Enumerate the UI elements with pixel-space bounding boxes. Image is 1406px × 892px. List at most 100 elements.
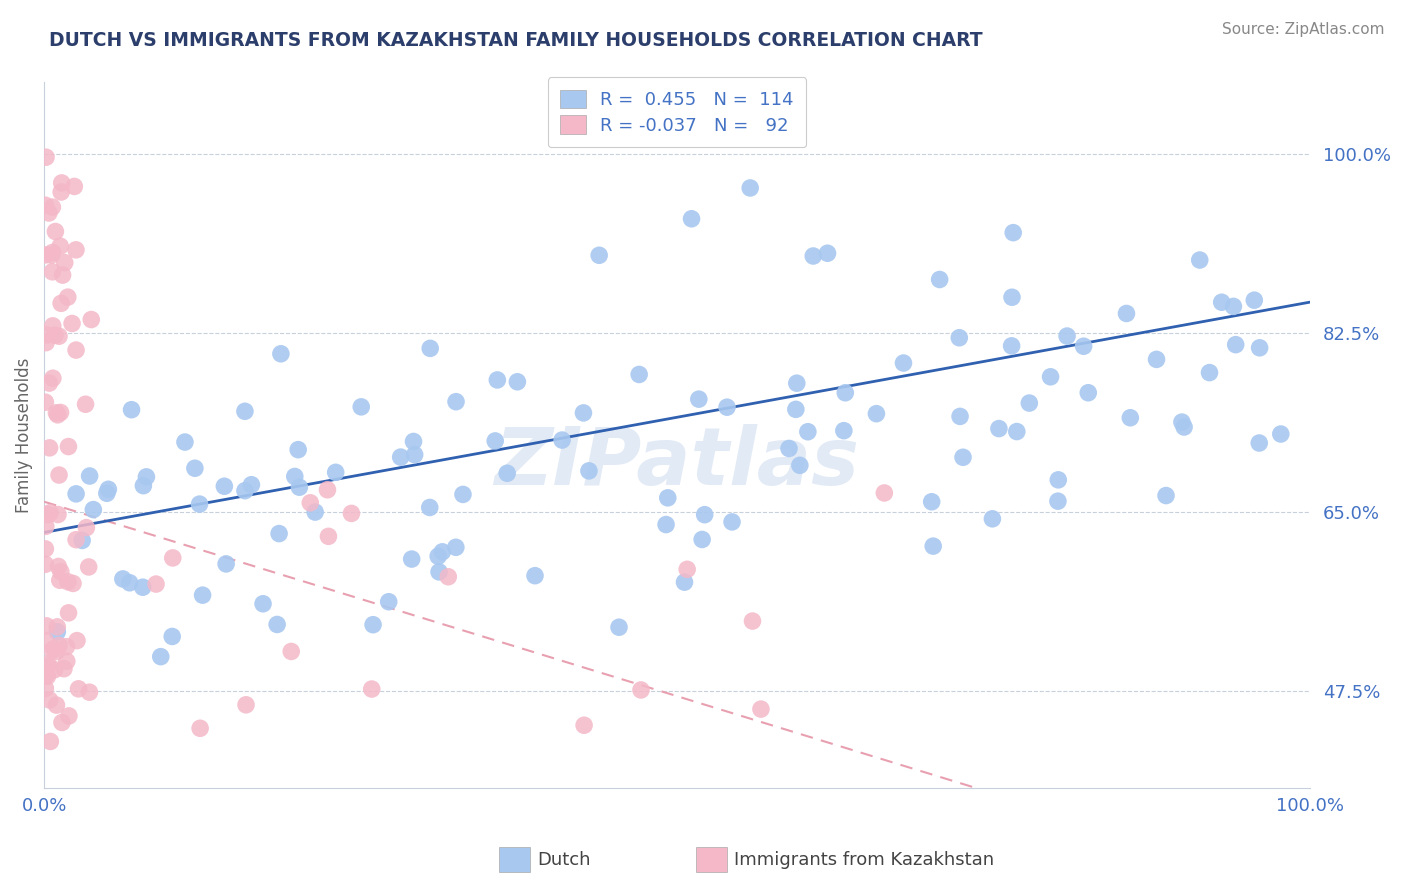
Point bbox=[42, 318, 65, 333]
Point bbox=[37, 669, 59, 683]
Point bbox=[65, 487, 87, 501]
Point bbox=[132, 580, 155, 594]
Point bbox=[75, 521, 97, 535]
Point bbox=[893, 356, 915, 370]
Point bbox=[1249, 436, 1271, 450]
Point bbox=[52, 662, 75, 676]
Point bbox=[1077, 385, 1099, 400]
Point bbox=[42, 371, 65, 385]
Point bbox=[952, 450, 974, 465]
Point bbox=[44, 225, 66, 239]
Point bbox=[63, 179, 86, 194]
Point bbox=[48, 639, 70, 653]
Point bbox=[42, 641, 65, 656]
Point bbox=[58, 440, 80, 454]
Point bbox=[797, 425, 820, 439]
Point bbox=[1154, 489, 1177, 503]
Point bbox=[427, 549, 450, 564]
Point bbox=[121, 402, 143, 417]
Point bbox=[432, 545, 454, 559]
Point bbox=[97, 483, 120, 497]
Point bbox=[41, 245, 63, 260]
Point bbox=[51, 176, 73, 190]
Point bbox=[740, 181, 762, 195]
Point bbox=[35, 667, 58, 681]
Point bbox=[401, 552, 423, 566]
Point bbox=[34, 681, 56, 696]
Point bbox=[49, 565, 72, 579]
Point bbox=[360, 681, 382, 696]
Point bbox=[444, 541, 467, 555]
Point bbox=[67, 681, 90, 696]
Point bbox=[269, 526, 291, 541]
Point bbox=[834, 385, 856, 400]
Point bbox=[49, 296, 72, 310]
Point bbox=[149, 649, 172, 664]
Legend: R =  0.455   N =  114, R = -0.037   N =   92: R = 0.455 N = 114, R = -0.037 N = 92 bbox=[548, 77, 806, 147]
Point bbox=[188, 497, 211, 511]
Point bbox=[35, 150, 58, 164]
Point bbox=[741, 614, 763, 628]
Point bbox=[1047, 473, 1070, 487]
Point bbox=[79, 469, 101, 483]
Point bbox=[240, 477, 263, 491]
Point bbox=[299, 496, 322, 510]
Point bbox=[160, 630, 183, 644]
Point bbox=[80, 312, 103, 326]
Point bbox=[49, 185, 72, 199]
Point bbox=[41, 643, 63, 657]
Point bbox=[673, 575, 696, 590]
Point bbox=[46, 620, 69, 634]
Point bbox=[1225, 337, 1247, 351]
Point bbox=[287, 442, 309, 457]
Point bbox=[62, 576, 84, 591]
Point bbox=[316, 483, 339, 497]
Point bbox=[45, 406, 67, 420]
Point bbox=[135, 470, 157, 484]
Point bbox=[49, 573, 72, 587]
Point bbox=[572, 406, 595, 420]
Point bbox=[34, 558, 56, 572]
Point bbox=[65, 243, 87, 257]
Point bbox=[419, 342, 441, 356]
Point bbox=[721, 515, 744, 529]
Point bbox=[266, 617, 288, 632]
Point bbox=[145, 577, 167, 591]
Point bbox=[1115, 306, 1137, 320]
Point bbox=[1002, 226, 1025, 240]
Point bbox=[1249, 341, 1271, 355]
Point bbox=[1119, 410, 1142, 425]
Point bbox=[191, 588, 214, 602]
Point bbox=[37, 657, 59, 671]
Point bbox=[444, 394, 467, 409]
Point bbox=[48, 559, 70, 574]
Point bbox=[1000, 339, 1022, 353]
Point bbox=[252, 597, 274, 611]
Point bbox=[235, 698, 257, 712]
Point bbox=[921, 495, 943, 509]
Point bbox=[39, 248, 62, 262]
Point bbox=[451, 487, 474, 501]
Point bbox=[184, 461, 207, 475]
Point bbox=[1211, 295, 1233, 310]
Point bbox=[922, 539, 945, 553]
Point bbox=[46, 624, 69, 639]
Point bbox=[1222, 299, 1244, 313]
Point bbox=[37, 508, 59, 522]
Point bbox=[1171, 415, 1194, 429]
Point bbox=[778, 442, 800, 456]
Y-axis label: Family Households: Family Households bbox=[15, 358, 32, 513]
Point bbox=[676, 562, 699, 576]
Point bbox=[1198, 366, 1220, 380]
Point bbox=[41, 200, 63, 214]
Text: Immigrants from Kazakhstan: Immigrants from Kazakhstan bbox=[734, 851, 994, 869]
Point bbox=[51, 715, 73, 730]
Point bbox=[681, 211, 703, 226]
Point bbox=[1073, 339, 1095, 353]
Point bbox=[572, 718, 595, 732]
Point bbox=[928, 272, 950, 286]
Point bbox=[34, 541, 56, 556]
Point bbox=[655, 517, 678, 532]
Point bbox=[949, 409, 972, 424]
Point bbox=[111, 572, 134, 586]
